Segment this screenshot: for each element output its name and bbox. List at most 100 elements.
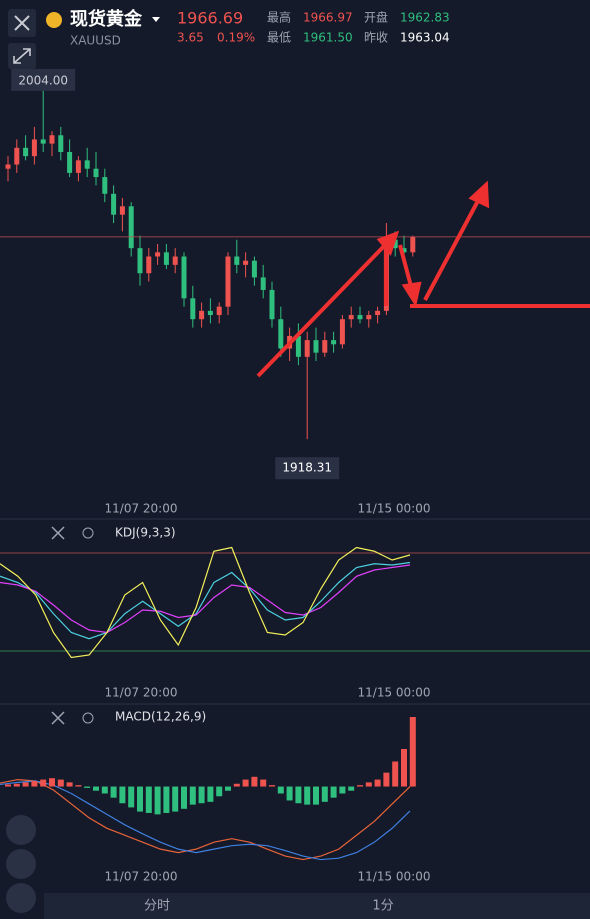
macd-bar [145,786,152,813]
symbol-title[interactable]: 现货黄金 [70,8,143,30]
candle-body [67,151,73,173]
macd-bar [321,786,328,802]
stat-value: 1966.97 [303,11,353,25]
macd-bar [242,779,249,787]
tab[interactable]: 1分 [372,899,393,914]
macd-bar [277,786,284,794]
candle-body [410,236,416,253]
candle-body [243,260,249,265]
candle-body [23,147,29,157]
macd-bar [233,783,240,787]
x-axis-label: 11/07 20:00 [105,870,178,884]
dropdown-icon[interactable] [152,17,160,22]
candle-body [375,310,381,316]
candle-body [5,164,11,169]
gold-icon [46,12,62,28]
label-box [275,457,340,480]
macd-bar [207,786,214,802]
candle-body [225,256,231,307]
candle-body [366,315,372,320]
candle-body [84,160,90,169]
macd-bar [269,785,275,787]
stat-label: 开盘 [364,10,388,25]
tab[interactable]: 分时 [144,899,170,914]
macd-bar [260,779,267,787]
indicator-line [0,778,411,861]
shrink-icon [13,48,31,64]
candle-body [172,256,178,265]
candle-body [119,206,125,215]
footer-bar [44,893,590,919]
macd-bar [365,782,372,787]
macd-bar [57,779,64,787]
candle-body [216,306,222,316]
candle-body [146,256,152,274]
tool-button[interactable] [6,883,36,913]
close-indicator[interactable] [51,711,65,725]
label-box [11,68,76,91]
change-pct: 0.19% [217,31,255,45]
candle-body [155,252,161,257]
x-axis-label: 11/15 00:00 [358,870,431,884]
candle-body [93,168,99,178]
indicator-line [0,546,411,659]
candle-body [401,248,407,253]
macd-bar [13,783,20,787]
candle-body [348,315,354,320]
macd-bar [40,779,47,787]
macd-bar [348,786,355,791]
macd-bar [198,786,205,804]
macd-bar [181,786,187,809]
candle-body [304,340,310,357]
macd-bar [357,785,363,787]
close-indicator[interactable] [51,526,65,540]
price: 1966.69 [177,9,243,28]
tool-button[interactable] [6,849,36,879]
candle-body [339,319,345,345]
candle-body [207,310,213,316]
candle-body [163,252,169,265]
macd-bar [339,786,346,794]
symbol-code: XAUUSD [70,34,121,48]
candle-body [102,177,108,194]
macd-bar [75,785,82,787]
settings-icon[interactable] [82,527,94,539]
candle-body [357,315,363,320]
macd-bar [84,786,91,788]
x-axis-label: 11/15 00:00 [358,686,431,700]
candle-body [181,256,187,299]
candle-body [234,256,240,265]
macd-bar [66,782,73,787]
macd-bar [93,786,99,791]
macd-bar [216,786,223,797]
macd-bar [119,786,126,804]
x-axis-label: 11/15 00:00 [358,502,431,516]
macd-bar [128,786,135,808]
candle-body [128,206,134,249]
macd-bar [5,784,11,787]
candle-body [295,335,301,357]
indicator-title: KDJ(9,3,3) [115,526,176,540]
stat-value: 1962.83 [400,11,450,25]
macd-bar [304,786,311,805]
stat-label: 最高 [267,10,291,25]
candle-body [313,340,319,353]
tool-button[interactable] [6,815,36,845]
macd-bar [251,776,258,787]
macd-bar [163,786,170,813]
settings-icon[interactable] [82,712,94,724]
macd-bar [401,748,407,787]
macd-bar [137,786,143,812]
indicator-title: MACD(12,26,9) [115,710,206,724]
stat-value: 1961.50 [303,31,353,45]
candle-body [199,310,205,320]
macd-bar [225,786,231,791]
macd-bar [154,786,161,815]
candle-body [392,239,398,249]
candle-body [269,289,275,320]
annotation-arrows [256,180,590,378]
macd-bar [22,782,29,787]
stat-value: 1963.04 [400,31,450,45]
macd-bar [189,786,196,805]
candle-body [251,260,257,278]
